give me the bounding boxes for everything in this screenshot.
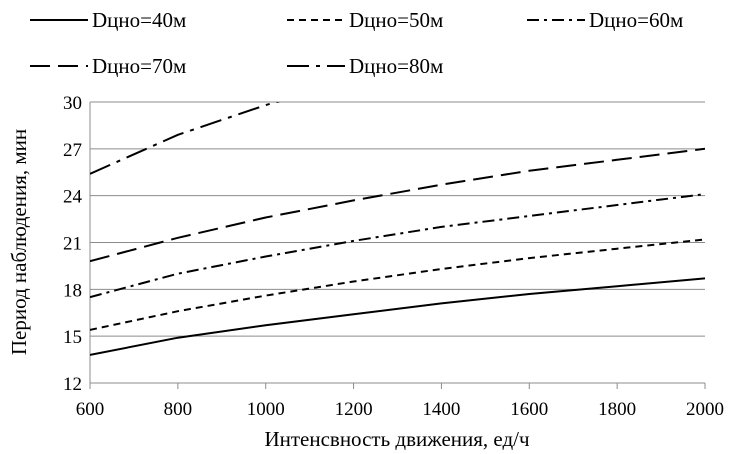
y-tick-label: 18	[63, 280, 82, 301]
legend-label-2: Dцно=50м	[349, 8, 443, 32]
series-line-3	[90, 193, 705, 299]
x-tick-label: 1200	[335, 399, 373, 420]
y-tick-label: 30	[63, 93, 82, 114]
x-tick-label: 1000	[247, 399, 285, 420]
x-axis-label: Интенсвность движения, ед/ч	[264, 427, 530, 451]
legend-label-1: Dцно=40м	[92, 8, 186, 32]
x-tick-label: 600	[76, 399, 105, 420]
series-line-2	[90, 238, 705, 331]
gridlines	[90, 101, 705, 337]
y-tick-labels: 12 15 18 21 24 27 30	[63, 93, 83, 395]
series-line-5	[90, 102, 281, 175]
y-tick-label: 24	[63, 187, 83, 208]
legend: Dцно=40м Dцно=50м Dцно=60м Dцно=70м Dцно=80м	[30, 8, 683, 78]
series-line-4	[90, 147, 705, 263]
x-tick-labels: 600 800 1000 1200 1400 1600 1800 2000	[76, 399, 724, 420]
y-tick-label: 27	[63, 140, 82, 161]
legend-label-4: Dцно=70м	[92, 54, 186, 78]
legend-label-3: Dцно=60м	[589, 8, 683, 32]
x-tick-label: 1400	[422, 399, 460, 420]
legend-label-5: Dцно=80м	[349, 54, 443, 78]
y-tick-label: 15	[63, 327, 82, 348]
series-lines	[90, 102, 705, 356]
x-tick-label: 2000	[686, 399, 724, 420]
y-tick-label: 12	[63, 374, 82, 395]
x-tick-label: 1800	[598, 399, 636, 420]
y-tick-label: 21	[63, 234, 82, 255]
axes	[89, 102, 706, 389]
x-tick-label: 800	[164, 399, 193, 420]
y-axis-label: Период наблюдения, мин	[7, 129, 31, 355]
series-line-1	[90, 277, 705, 356]
x-tick-label: 1600	[510, 399, 548, 420]
